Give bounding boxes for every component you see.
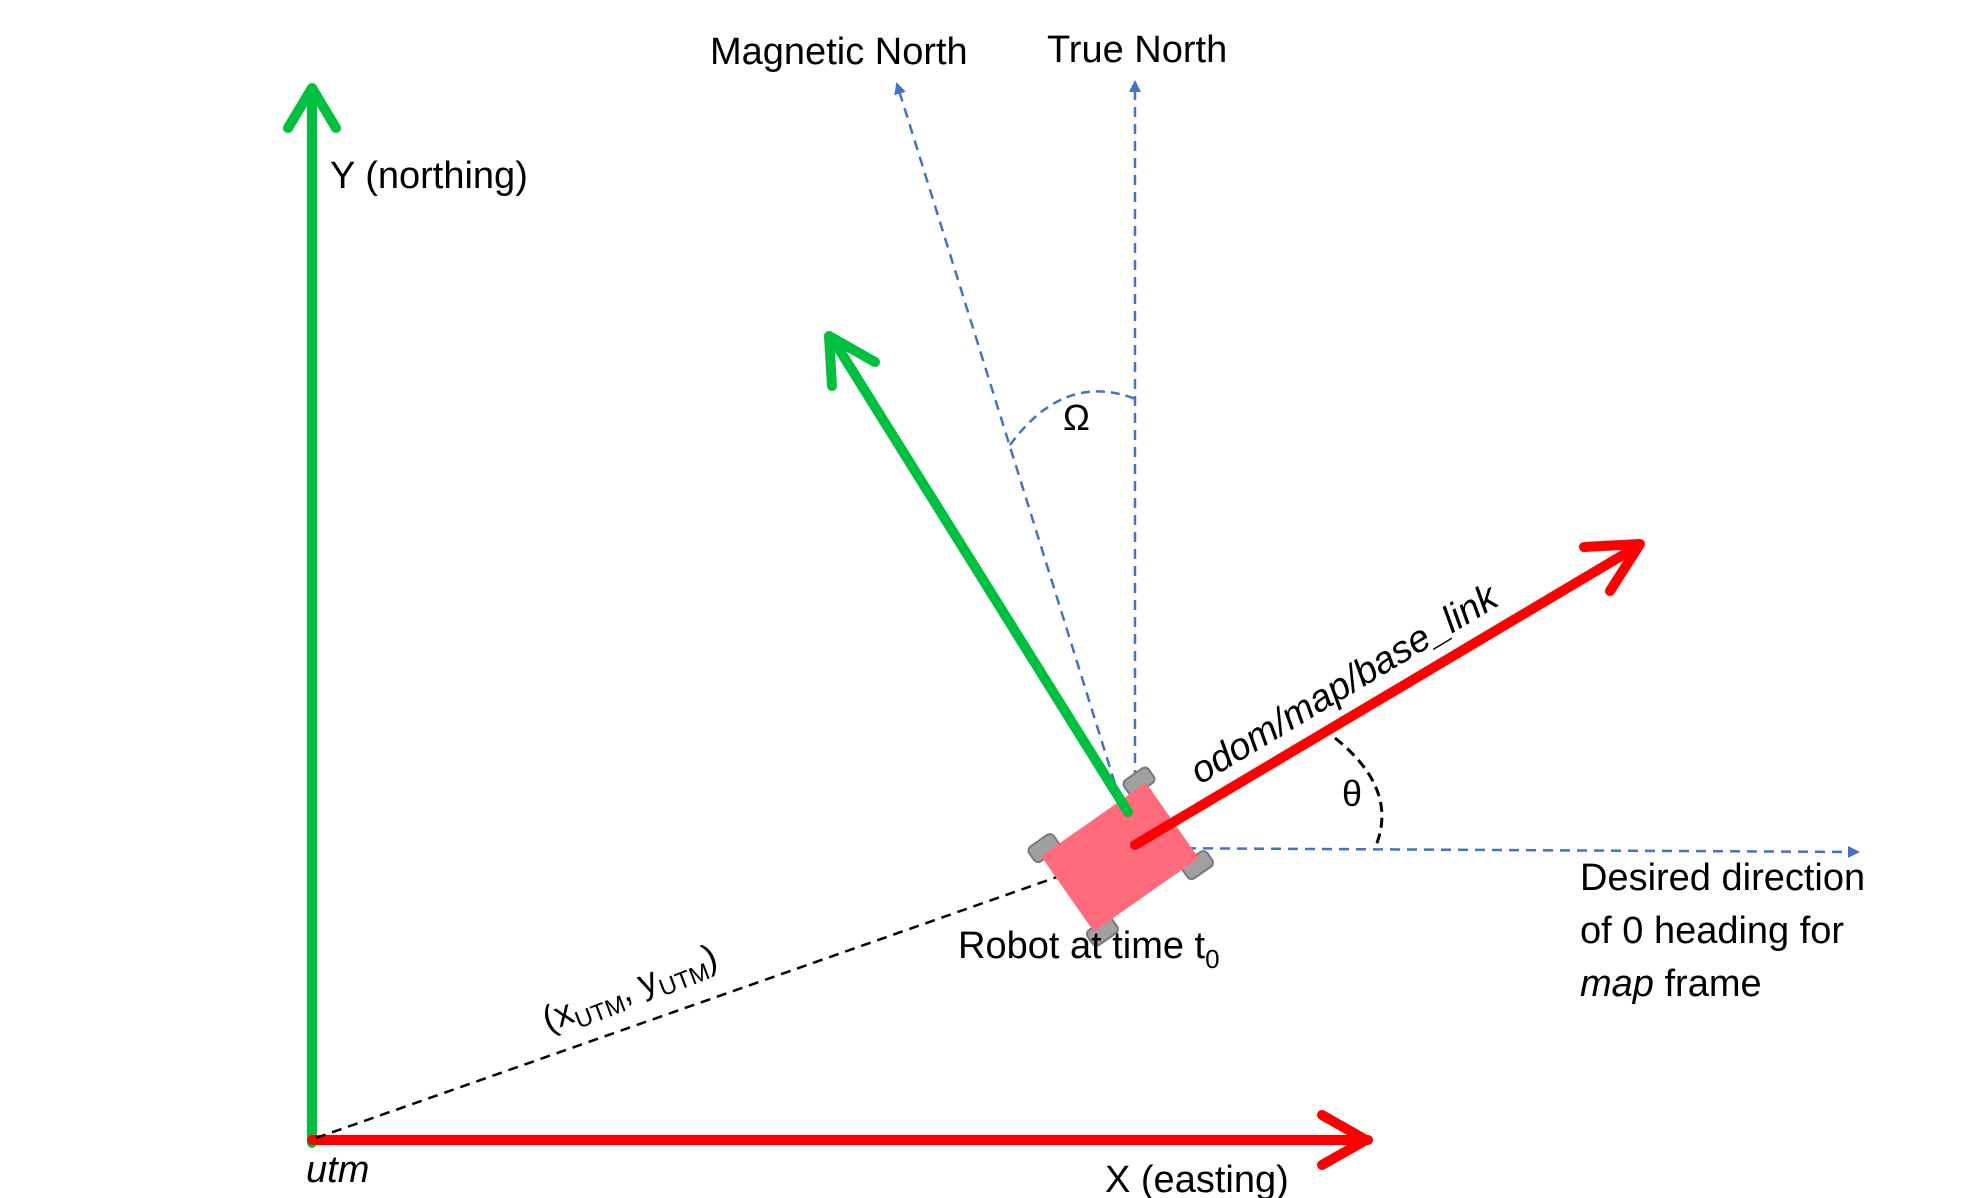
y-axis-label: Y (northing): [330, 155, 528, 197]
robot-label: Robot at time t0: [958, 925, 1220, 974]
desired-direction-line1: Desired direction: [1580, 857, 1865, 899]
robot-x-axis-arrow: [1130, 539, 1645, 850]
omega-label: Ω: [1063, 397, 1090, 438]
magnetic-north-label: Magnetic North: [710, 31, 968, 73]
coord-open: (x: [536, 990, 579, 1039]
origin-label: utm: [306, 1149, 369, 1191]
coord-x-subscript: UTM: [571, 990, 629, 1034]
magnetic-north-line: [894, 82, 1137, 849]
theta-label: θ: [1342, 773, 1362, 814]
desired-direction-line3: map frame: [1580, 963, 1762, 1005]
utm-coordinate-label: (xUTM, yUTM): [536, 935, 725, 1045]
utm-y-axis-arrow: [283, 83, 341, 1148]
robot-icon: [1027, 766, 1214, 947]
omega-angle-arc: [1008, 390, 1139, 446]
desired-direction-map-word: map: [1580, 963, 1654, 1005]
robot-label-subscript: 0: [1205, 944, 1219, 974]
robot-label-text: Robot at time t: [958, 925, 1206, 967]
frame-label: odom/map/base_link: [1183, 575, 1507, 793]
theta-angle-arc: [1334, 736, 1384, 849]
desired-direction-line2: of 0 heading for: [1580, 910, 1844, 952]
utm-offset-vector: [315, 849, 1130, 1140]
x-axis-label: X (easting): [1105, 1159, 1289, 1198]
utm-x-axis-arrow: [307, 1110, 1373, 1170]
robot-y-axis-arrow: [824, 331, 1133, 817]
desired-direction-frame-word: frame: [1654, 963, 1762, 1005]
coord-y-subscript: UTM: [655, 958, 713, 1002]
zero-heading-line: [1134, 845, 1860, 858]
true-north-label: True North: [1047, 29, 1227, 71]
